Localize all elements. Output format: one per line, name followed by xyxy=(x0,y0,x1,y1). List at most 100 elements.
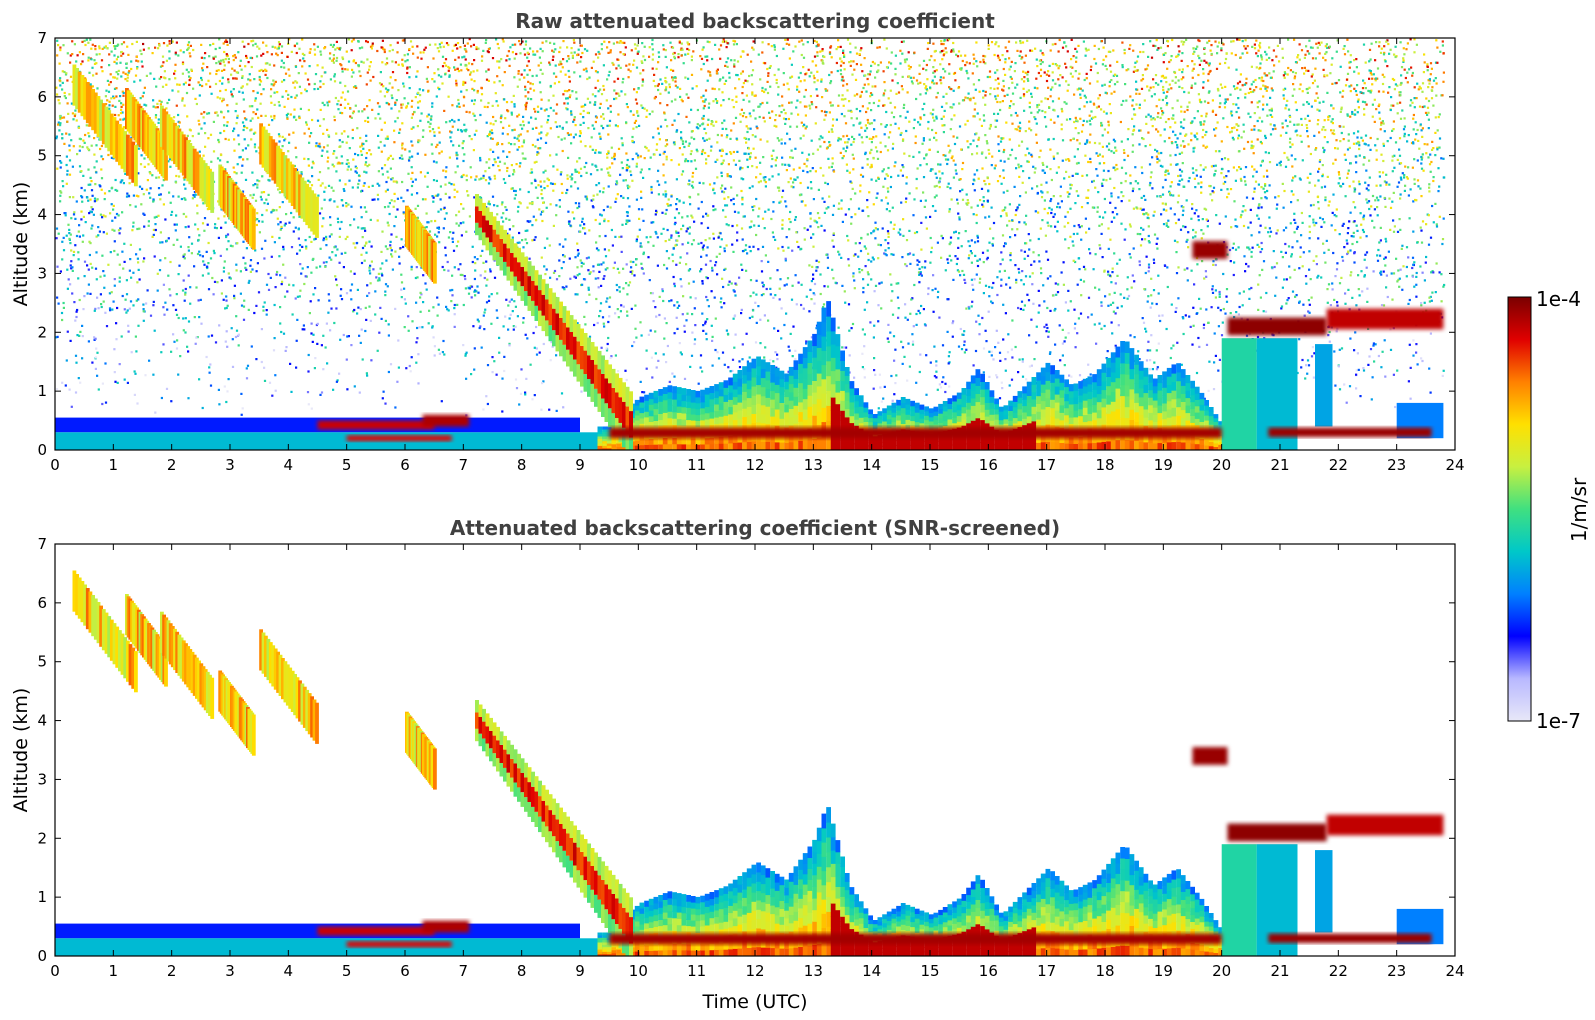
noise-pixel xyxy=(925,354,928,357)
noise-pixel xyxy=(355,167,358,170)
noise-pixel xyxy=(639,380,642,383)
noise-pixel xyxy=(1138,358,1141,361)
noise-pixel xyxy=(1176,99,1179,102)
noise-pixel xyxy=(882,168,885,171)
noise-pixel xyxy=(675,208,678,211)
noise-pixel xyxy=(629,170,632,173)
noise-pixel xyxy=(1060,128,1063,131)
noise-pixel xyxy=(877,304,880,307)
noise-pixel xyxy=(1010,114,1013,117)
noise-pixel xyxy=(664,88,668,91)
noise-pixel xyxy=(167,274,170,277)
noise-pixel xyxy=(305,123,308,126)
noise-pixel xyxy=(876,192,879,195)
noise-pixel xyxy=(1030,92,1033,95)
noise-pixel xyxy=(1059,359,1062,362)
noise-pixel xyxy=(1429,73,1432,76)
noise-pixel xyxy=(1067,247,1070,250)
noise-pixel xyxy=(1016,114,1019,117)
noise-pixel xyxy=(1366,300,1369,303)
noise-pixel xyxy=(167,237,170,240)
noise-pixel xyxy=(1308,119,1311,122)
noise-pixel xyxy=(1004,369,1007,372)
noise-pixel xyxy=(93,62,97,65)
noise-pixel xyxy=(476,69,479,72)
noise-pixel xyxy=(763,356,766,359)
noise-pixel xyxy=(200,56,203,59)
noise-pixel xyxy=(562,58,565,61)
noise-pixel xyxy=(233,294,236,297)
noise-pixel xyxy=(529,82,532,85)
noise-pixel xyxy=(771,157,774,161)
noise-pixel xyxy=(952,41,955,45)
noise-pixel xyxy=(681,313,684,316)
noise-pixel xyxy=(197,132,200,135)
noise-pixel xyxy=(1015,209,1018,212)
noise-pixel xyxy=(1352,231,1355,234)
noise-pixel xyxy=(514,193,517,197)
noise-pixel xyxy=(538,208,541,211)
noise-pixel xyxy=(1264,134,1267,137)
noise-pixel xyxy=(161,55,165,58)
noise-pixel xyxy=(798,166,801,169)
noise-pixel xyxy=(1429,391,1432,394)
noise-pixel xyxy=(1401,288,1404,291)
noise-pixel xyxy=(233,149,236,152)
noise-pixel xyxy=(176,238,179,241)
noise-pixel xyxy=(639,242,642,245)
noise-pixel xyxy=(775,366,778,369)
noise-pixel xyxy=(1258,44,1261,47)
noise-pixel xyxy=(662,163,665,166)
noise-pixel xyxy=(1186,238,1189,241)
noise-pixel xyxy=(787,181,790,184)
noise-pixel xyxy=(452,183,456,186)
noise-pixel xyxy=(876,150,879,153)
noise-pixel xyxy=(272,209,275,212)
noise-pixel xyxy=(1033,116,1036,119)
noise-pixel xyxy=(332,61,335,64)
noise-pixel xyxy=(1358,183,1361,186)
noise-pixel xyxy=(858,271,861,274)
noise-pixel xyxy=(1281,122,1284,125)
noise-pixel xyxy=(469,73,472,76)
noise-pixel xyxy=(1123,48,1126,52)
noise-pixel xyxy=(876,228,879,231)
noise-pixel xyxy=(235,329,239,332)
noise-pixel xyxy=(651,67,654,70)
noise-pixel xyxy=(1148,163,1152,166)
noise-pixel xyxy=(107,263,110,266)
noise-pixel xyxy=(1197,215,1200,218)
noise-pixel xyxy=(759,318,762,321)
noise-pixel xyxy=(368,149,371,152)
noise-pixel xyxy=(863,83,866,86)
noise-pixel xyxy=(608,166,611,169)
noise-pixel xyxy=(1026,293,1029,296)
noise-pixel xyxy=(696,123,699,126)
noise-pixel xyxy=(903,355,906,358)
noise-pixel xyxy=(889,331,892,334)
noise-pixel xyxy=(602,88,606,91)
noise-pixel xyxy=(798,90,801,93)
noise-pixel xyxy=(888,61,891,64)
noise-pixel xyxy=(827,206,830,209)
noise-pixel xyxy=(462,303,465,307)
noise-pixel xyxy=(116,306,119,310)
noise-pixel xyxy=(815,266,818,269)
noise-pixel xyxy=(866,158,869,161)
noise-pixel xyxy=(694,167,698,170)
noise-pixel xyxy=(896,296,900,299)
noise-pixel xyxy=(1305,282,1308,285)
noise-pixel xyxy=(1355,171,1358,174)
noise-pixel xyxy=(238,90,241,93)
noise-pixel xyxy=(203,217,207,220)
noise-pixel xyxy=(524,108,527,111)
noise-pixel xyxy=(721,127,724,130)
noise-pixel xyxy=(802,43,805,46)
noise-pixel xyxy=(1181,316,1184,319)
noise-pixel xyxy=(1154,44,1157,48)
noise-pixel xyxy=(1124,83,1127,86)
noise-pixel xyxy=(1076,283,1079,286)
noise-pixel xyxy=(1326,288,1329,291)
noise-pixel xyxy=(672,52,675,55)
noise-pixel xyxy=(61,116,64,119)
